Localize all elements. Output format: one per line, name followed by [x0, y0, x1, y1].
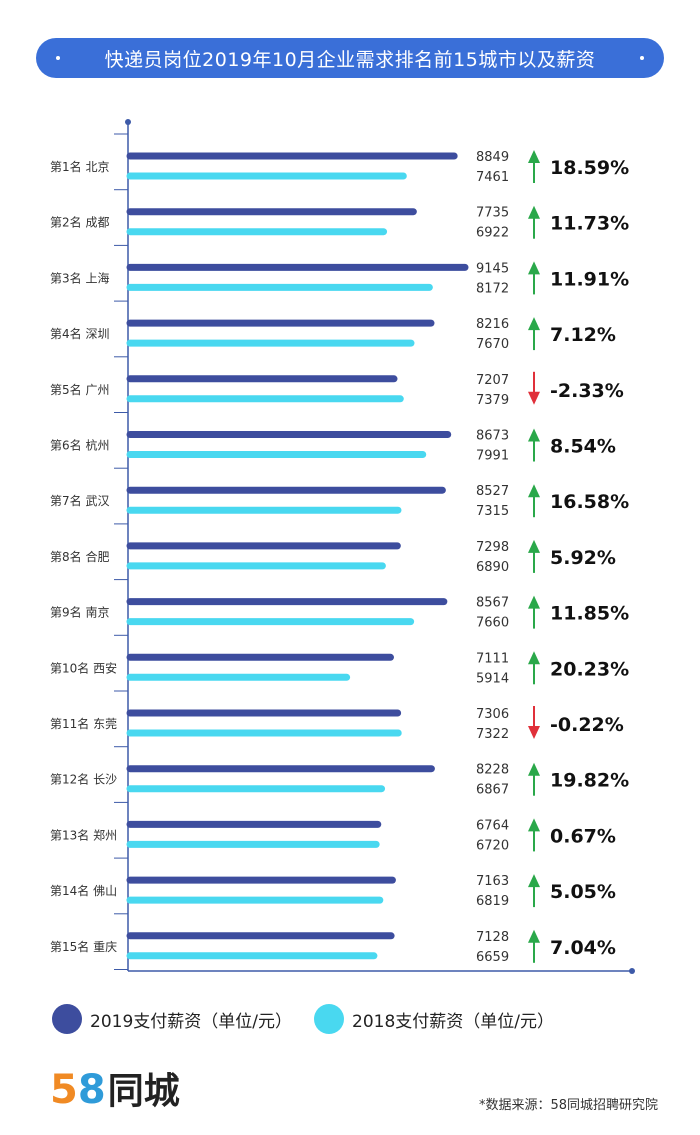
data-source-note: *数据来源：58同城招聘研究院 — [478, 1098, 658, 1113]
change-percent-label: 0.67% — [550, 825, 616, 847]
value-label-2018: 7461 — [476, 170, 509, 185]
up-arrow-head-icon — [528, 651, 540, 665]
up-arrow-head-icon — [528, 484, 540, 498]
legend-item-2018: 2018支付薪资（单位/元） — [314, 1004, 554, 1034]
chart-title-bar: 快递员岗位2019年10月企业需求排名前15城市以及薪资 — [36, 38, 664, 78]
change-percent-label: 7.04% — [550, 937, 616, 959]
value-label-2018: 8172 — [476, 281, 509, 296]
change-percent-label: -0.22% — [550, 714, 624, 736]
category-label: 第8名 合肥 — [50, 549, 109, 564]
category-label: 第9名 南京 — [50, 605, 109, 620]
value-label-2018: 7379 — [476, 393, 509, 408]
change-percent-label: 16.58% — [550, 491, 629, 513]
chart-title: 快递员岗位2019年10月企业需求排名前15城市以及薪资 — [104, 48, 596, 71]
value-label-2019: 7735 — [476, 206, 509, 221]
category-label: 第7名 武汉 — [50, 493, 109, 508]
value-label-2019: 7111 — [476, 651, 509, 666]
y-axis-end-dot — [125, 119, 131, 125]
value-label-2018: 6922 — [476, 226, 509, 241]
change-percent-label: 5.92% — [550, 547, 616, 569]
value-label-2018: 7670 — [476, 337, 509, 352]
up-arrow-head-icon — [528, 539, 540, 553]
value-label-2018: 6659 — [476, 950, 509, 965]
value-label-2018: 7660 — [476, 616, 509, 631]
category-label: 第3名 上海 — [50, 270, 109, 285]
logo-brand-text: 同城 — [107, 1071, 180, 1112]
change-percent-label: 19.82% — [550, 770, 629, 792]
logo-digit-five: 5 — [50, 1067, 78, 1113]
value-label-2019: 7128 — [476, 930, 509, 945]
change-percent-label: 5.05% — [550, 881, 616, 903]
up-arrow-head-icon — [528, 874, 540, 888]
category-label: 第1名 北京 — [50, 159, 109, 174]
value-label-2019: 8527 — [476, 484, 509, 499]
value-label-2018: 6720 — [476, 838, 509, 853]
category-label: 第6名 杭州 — [50, 438, 109, 453]
up-arrow-head-icon — [528, 205, 540, 219]
value-label-2018: 7315 — [476, 504, 509, 519]
value-label-2018: 5914 — [476, 671, 509, 686]
category-label: 第13名 郑州 — [50, 827, 117, 842]
value-label-2018: 7322 — [476, 727, 509, 742]
up-arrow-head-icon — [528, 261, 540, 275]
x-axis-end-dot — [629, 968, 635, 974]
up-arrow-head-icon — [528, 929, 540, 943]
up-arrow-head-icon — [528, 595, 540, 609]
down-arrow-head-icon — [528, 726, 540, 739]
change-percent-label: 11.85% — [550, 603, 629, 625]
change-percent-label: 18.59% — [550, 157, 629, 179]
change-percent-label: 20.23% — [550, 658, 629, 680]
logo-digit-eight: 8 — [77, 1067, 106, 1113]
legend-label-2018: 2018支付薪资（单位/元） — [352, 1011, 554, 1032]
change-percent-label: 11.73% — [550, 213, 629, 235]
value-label-2019: 8228 — [476, 763, 509, 778]
title-dot-right — [640, 56, 644, 60]
value-label-2019: 6764 — [476, 818, 509, 833]
category-label: 第15名 重庆 — [50, 939, 117, 954]
value-label-2019: 7306 — [476, 707, 509, 722]
change-percent-label: -2.33% — [550, 380, 624, 402]
change-percent-label: 7.12% — [550, 324, 616, 346]
change-percent-label: 11.91% — [550, 268, 629, 290]
category-label: 第12名 长沙 — [50, 772, 117, 787]
value-label-2019: 9145 — [476, 261, 509, 276]
down-arrow-head-icon — [528, 391, 540, 405]
bar-chart: 第1名 北京 8849 7461 18.59% 第2名 成都 7735 6922 11.73%… — [50, 119, 635, 974]
up-arrow-head-icon — [528, 317, 540, 331]
value-label-2019: 8216 — [476, 317, 509, 332]
category-label: 第2名 成都 — [50, 215, 109, 230]
value-label-2019: 8673 — [476, 429, 509, 444]
value-label-2019: 7298 — [476, 540, 509, 555]
legend-swatch-2019 — [52, 1004, 82, 1034]
value-label-2019: 8849 — [476, 150, 509, 165]
legend-item-2019: 2019支付薪资（单位/元） — [52, 1004, 292, 1034]
category-label: 第10名 西安 — [50, 660, 117, 675]
value-label-2019: 7163 — [476, 874, 509, 889]
category-label: 第4名 深圳 — [50, 326, 109, 341]
value-label-2019: 7207 — [476, 373, 509, 388]
legend-swatch-2018 — [314, 1004, 344, 1034]
change-percent-label: 8.54% — [550, 436, 616, 458]
legend-label-2019: 2019支付薪资（单位/元） — [90, 1011, 292, 1032]
up-arrow-head-icon — [528, 762, 540, 776]
value-label-2019: 8567 — [476, 596, 509, 611]
value-label-2018: 6819 — [476, 894, 509, 909]
value-label-2018: 6867 — [476, 783, 509, 798]
category-label: 第14名 佛山 — [50, 883, 117, 898]
logo-58tongcheng: 5 8 同城 — [50, 1062, 180, 1114]
legend: 2019支付薪资（单位/元） 2018支付薪资（单位/元） — [52, 1004, 576, 1034]
category-label: 第5名 广州 — [50, 382, 109, 397]
up-arrow-head-icon — [528, 818, 540, 832]
value-label-2018: 6890 — [476, 560, 509, 575]
title-dot-left — [56, 56, 60, 60]
category-label: 第11名 东莞 — [50, 716, 117, 731]
value-label-2018: 7991 — [476, 449, 509, 464]
up-arrow-head-icon — [528, 150, 540, 163]
up-arrow-head-icon — [528, 428, 540, 442]
